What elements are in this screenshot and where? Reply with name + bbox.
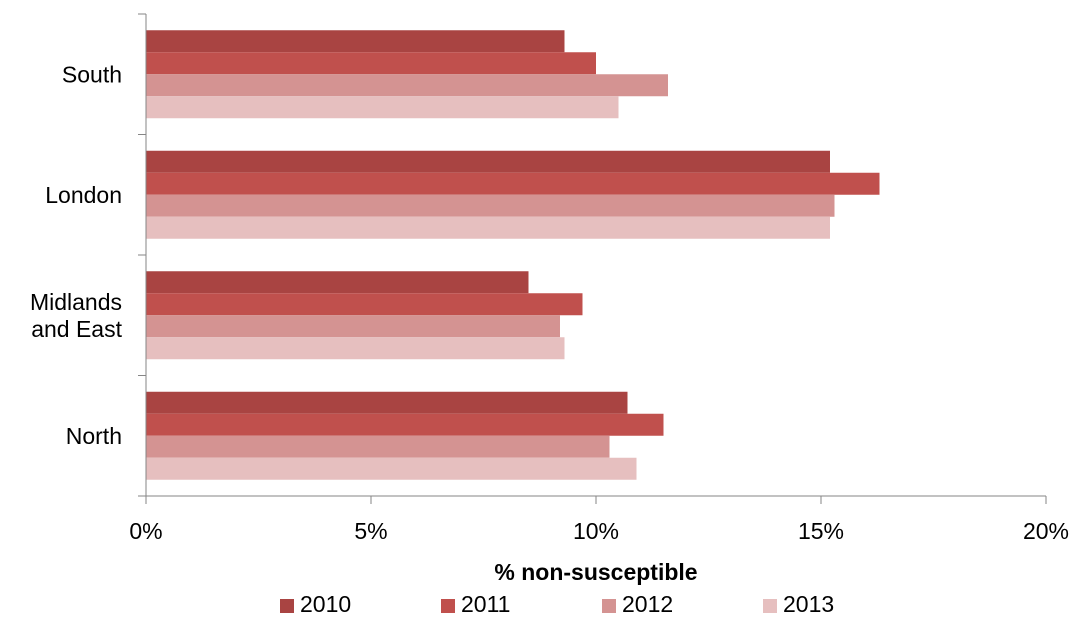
legend-swatch-2010 [280,599,294,613]
bars-layer [146,30,880,480]
bar-south-2013 [146,96,619,119]
legend-label-2013: 2013 [783,591,834,617]
y-tick-label-north: North [66,423,122,449]
bar-north-2011 [146,413,664,436]
x-tick-label: 15% [798,518,844,544]
legend-item-2010: 2010 [280,591,351,617]
bar-south-2012 [146,74,668,97]
legend-label-2011: 2011 [461,591,510,617]
legend-swatch-2012 [602,599,616,613]
legend-label-2010: 2010 [300,591,351,617]
bar-london-2010 [146,150,830,173]
y-tick-label-midlands-and-east: Midlands and East [30,289,123,342]
bar-midlands-and-east-2011 [146,293,583,316]
bar-north-2012 [146,435,610,458]
bar-south-2011 [146,52,596,75]
x-tick-label: 20% [1023,518,1069,544]
bar-north-2013 [146,457,637,480]
x-tick-label: 10% [573,518,619,544]
legend-swatch-2013 [763,599,777,613]
bar-midlands-and-east-2013 [146,337,565,360]
bar-midlands-and-east-2012 [146,315,560,338]
y-tick-label-london: London [45,182,122,208]
bar-north-2010 [146,391,628,414]
bar-midlands-and-east-2010 [146,271,529,294]
x-axis-title: % non-susceptible [494,559,697,585]
legend-label-2012: 2012 [622,591,673,617]
legend-item-2011: 2011 [441,591,510,617]
legend-swatch-2011 [441,599,455,613]
legend-item-2012: 2012 [602,591,673,617]
x-tick-label: 5% [354,518,387,544]
legend-item-2013: 2013 [763,591,834,617]
legend: 2010 2011 2012 2013 [280,591,834,617]
bar-london-2013 [146,216,830,239]
bar-london-2011 [146,172,880,195]
y-tick-label-south: South [62,61,122,87]
bar-london-2012 [146,194,835,217]
axes-layer [138,13,1047,504]
bar-south-2010 [146,30,565,53]
labels-layer: 0% 5% 10% 15% 20% South London Midlands and East… [30,61,1069,544]
x-tick-label: 0% [129,518,162,544]
